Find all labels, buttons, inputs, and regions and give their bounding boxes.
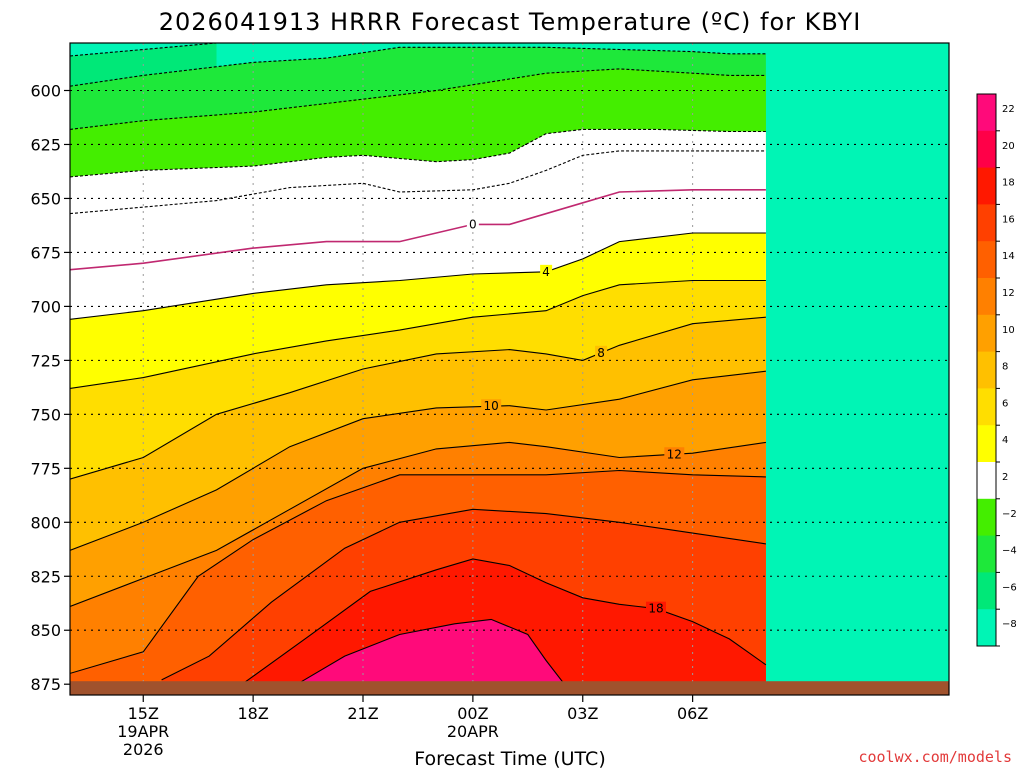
x-tick-label: 21Z: [347, 704, 378, 723]
colorbar-label: 16: [1002, 214, 1015, 225]
colorbar-swatch: [977, 572, 996, 610]
colorbar-swatch: [977, 425, 996, 463]
colorbar-label: −2: [1002, 509, 1017, 520]
contour-6: [70, 279, 766, 389]
colorbar-label: 22: [1002, 104, 1015, 115]
contour-20: [296, 618, 565, 685]
colorbar-swatch: [977, 167, 996, 205]
contour-label-bg: [664, 447, 685, 461]
contour-label-bg: [540, 264, 553, 278]
x-tick-label: 00Z: [457, 704, 488, 723]
contour-16: [161, 508, 766, 681]
colorbar-swatch: [977, 278, 996, 316]
contour-label: 10: [484, 399, 499, 413]
contour-label: 18: [648, 602, 663, 616]
contour-label: 8: [597, 346, 605, 360]
contour-label-bg: [595, 345, 608, 359]
contour-minus-8: [70, 43, 217, 57]
colorbar-label: −4: [1002, 546, 1017, 557]
contour-label: 0: [469, 217, 477, 231]
colorbar-frame: [976, 93, 997, 647]
contour-layer: 0 4 8 10 12 18: [70, 43, 767, 685]
y-tick-label: 750: [30, 405, 61, 424]
colorbar-label: 14: [1002, 251, 1015, 262]
contour-minus-2: [70, 128, 766, 178]
x-tick-label: 2026: [123, 740, 164, 759]
colorbar-label: 20: [1002, 141, 1015, 152]
chart-title: 2026041913 HRRR Forecast Temperature (ºC…: [159, 8, 862, 36]
colorbar-swatch: [977, 241, 996, 279]
y-tick-label: 875: [30, 675, 61, 694]
x-tick-label: 15Z: [128, 704, 159, 723]
contour-label-bg: [646, 601, 666, 615]
contour-minus-6: [70, 46, 766, 87]
colorbar-swatch: [977, 498, 996, 537]
y-tick-label: 800: [30, 513, 61, 532]
contour-label: 12: [667, 447, 682, 461]
y-tick-label: 600: [30, 81, 61, 100]
colorbar-swatch: [977, 314, 996, 353]
colorbar-label: 8: [1002, 362, 1008, 373]
y-tick-label: 625: [30, 135, 61, 154]
contour-label-bg: [481, 399, 502, 413]
x-tick-label: 06Z: [677, 704, 708, 723]
ground-shading: [70, 681, 949, 695]
plot-frame: [69, 42, 950, 696]
contour-4: [70, 232, 766, 320]
colorbar-label: 10: [1002, 325, 1015, 336]
colorbar-swatch: [977, 204, 996, 242]
contour-label: 4: [542, 265, 550, 279]
colorbar-label: 2: [1002, 472, 1008, 483]
ground-layer: [70, 681, 949, 695]
colorbar-swatch: [977, 609, 996, 647]
colorbar-label: 18: [1002, 178, 1015, 189]
contour-18: [241, 558, 767, 685]
colorbar-label: 12: [1002, 288, 1015, 299]
colorbar-swatch: [977, 351, 996, 389]
contour-label-bg: [466, 217, 479, 231]
y-tick-label: 675: [30, 243, 61, 262]
credit-text: coolwx.com/models: [858, 748, 1012, 766]
colorbar-swatch: [977, 462, 996, 500]
y-axis: 600 625 650 675 700 725 750 775 800 825 850 875: [30, 81, 70, 694]
colorbar-label: 6: [1002, 398, 1008, 409]
contour-8: [70, 316, 766, 480]
x-tick-label: 03Z: [567, 704, 598, 723]
colorbar-swatch: [977, 130, 996, 169]
contour-14: [70, 469, 766, 674]
x-tick-label: 18Z: [237, 704, 268, 723]
x-tick-label: 19APR: [117, 722, 169, 741]
colorbar-swatch: [977, 94, 996, 132]
contour-2: [70, 150, 766, 215]
colorbar-swatch: [977, 535, 996, 573]
contour-10: [70, 370, 766, 551]
x-axis-title: Forecast Time (UTC): [414, 748, 605, 768]
y-tick-label: 650: [30, 189, 61, 208]
colorbar-swatch: [977, 388, 996, 426]
temperature-fill-layer: [70, 43, 949, 695]
x-tick-label: 20APR: [447, 722, 499, 741]
y-tick-label: 725: [30, 351, 61, 370]
colorbar-label: −8: [1002, 619, 1017, 630]
contour-12: [70, 441, 766, 608]
colorbar: 22 20 18 16 14 12 10 8 6 4 2 −2 −4 −6 −8: [976, 93, 1017, 647]
colorbar-label: 4: [1002, 435, 1008, 446]
y-tick-label: 700: [30, 297, 61, 316]
colorbar-label: −6: [1002, 582, 1017, 593]
y-tick-label: 850: [30, 621, 61, 640]
y-tick-label: 775: [30, 459, 61, 478]
band-above-20: [297, 619, 565, 695]
y-tick-label: 825: [30, 567, 61, 586]
